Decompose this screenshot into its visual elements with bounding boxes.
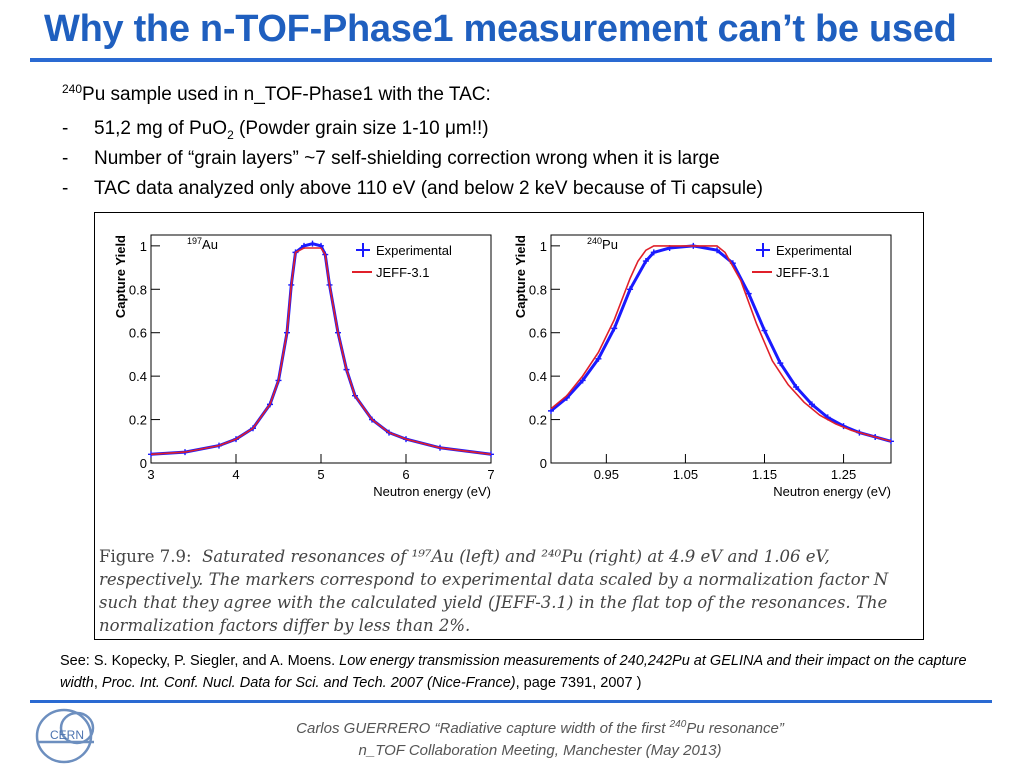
figure-frame: 0 0.2 0.4 0.6 0.8 1 3 4 5 6 7 Neutron energy (eV) Ca… — [94, 212, 924, 640]
y-tick-label: 0.4 — [129, 369, 147, 384]
x-tick-label: 7 — [487, 467, 494, 482]
intro-isotope-mass: 240 — [62, 82, 83, 96]
legend-label-jeff: JEFF-3.1 — [776, 265, 829, 280]
y-tick-label: 1 — [140, 239, 147, 254]
y-tick-label: 0.4 — [529, 369, 547, 384]
figure-caption: Figure 7.9: Saturated resonances of ¹⁹⁷A… — [99, 545, 899, 637]
x-tick-label: 6 — [402, 467, 409, 482]
footer-author-line: Carlos GUERRERO “Radiative capture width… — [230, 714, 850, 740]
isotope-symbol: Au — [202, 237, 218, 252]
isotope-mass: 240 — [587, 236, 602, 246]
bullet-item: - 51,2 mg of PuO2 (Powder grain size 1-10… — [62, 114, 763, 144]
reference-title: Low energy transmission measurements of … — [60, 653, 967, 691]
x-tick-label: 1.15 — [752, 467, 777, 482]
legend-label-jeff: JEFF-3.1 — [376, 265, 429, 280]
reference-separator: , — [93, 675, 102, 691]
bullet-list: - 51,2 mg of PuO2 (Powder grain size 1-10… — [62, 114, 763, 204]
y-tick-label: 0.8 — [129, 282, 147, 297]
footer-isotope-mass: 240 — [669, 719, 687, 730]
y-tick-label: 0.6 — [129, 326, 147, 341]
y-tick-label: 0.8 — [529, 282, 547, 297]
bullet-dash: - — [62, 178, 69, 199]
y-tick-label: 0 — [140, 456, 147, 471]
footer-rule — [30, 700, 992, 703]
bullet-text-post: (Powder grain size 1-10 μm!!) — [233, 118, 489, 139]
experimental-point — [761, 327, 768, 334]
experimental-point — [595, 355, 602, 362]
y-tick-label: 0.6 — [529, 326, 547, 341]
experimental-point — [611, 325, 618, 332]
experimental-point — [808, 401, 815, 408]
experimental-point — [650, 249, 657, 256]
intro-text: Pu sample used in n_TOF-Phase1 with the … — [82, 84, 491, 105]
au197-resonance-plot: 0 0.2 0.4 0.6 0.8 1 3 4 5 6 7 Neutron energy (eV) Ca… — [113, 234, 495, 499]
reference-note: See: S. Kopecky, P. Siegler, and A. Moen… — [60, 650, 1005, 694]
caption-line: respectively. The markers correspond to … — [99, 570, 889, 589]
experimental-point — [793, 384, 800, 390]
experimental-point — [579, 377, 586, 384]
legend-marker-experimental — [756, 243, 770, 257]
footer-meeting-line: n_TOF Collaboration Meeting, Manchester … — [358, 742, 722, 759]
x-tick-label: 0.95 — [594, 467, 619, 482]
title-underline — [30, 58, 992, 62]
legend-label-experimental: Experimental — [376, 243, 452, 258]
bullet-item: - TAC data analyzed only above 110 eV (an… — [62, 174, 763, 204]
x-tick-label: 1.25 — [831, 467, 856, 482]
isotope-label: 240Pu — [587, 236, 618, 252]
bullet-dash: - — [62, 118, 69, 139]
isotope-symbol: Pu — [602, 237, 618, 252]
y-tick-label: 0 — [540, 456, 547, 471]
isotope-mass: 197 — [187, 236, 202, 246]
bullet-dash: - — [62, 148, 69, 169]
bullet-text: TAC data analyzed only above 110 eV (and… — [94, 178, 763, 199]
x-tick-label: 3 — [147, 467, 154, 482]
intro-line: 240Pu sample used in n_TOF-Phase1 with t… — [62, 82, 491, 106]
y-tick-label: 0.2 — [129, 413, 147, 428]
experimental-point — [745, 290, 752, 297]
caption-line: normalization factors differ by less tha… — [99, 616, 471, 635]
caption-text: Saturated resonances of ¹⁹⁷Au (left) and… — [202, 547, 830, 566]
caption-line: such that they agree with the calculated… — [99, 593, 888, 612]
legend-marker-experimental — [356, 243, 370, 257]
y-axis-label: Capture Yield — [513, 235, 528, 318]
y-axis-label: Capture Yield — [113, 235, 128, 318]
x-tick-label: 5 — [317, 467, 324, 482]
legend-label-experimental: Experimental — [776, 243, 852, 258]
reference-prefix: See: S. Kopecky, P. Siegler, and A. Moen… — [60, 653, 340, 669]
cern-logo: CERN — [35, 708, 95, 764]
footer-title-end: Pu resonance” — [686, 720, 784, 737]
pu240-resonance-plot: 0 0.2 0.4 0.6 0.8 1 0.95 1.05 1.15 1.25 Neutron en… — [513, 234, 894, 499]
experimental-point — [548, 407, 554, 414]
experimental-point — [642, 258, 649, 265]
series-line-experimental — [550, 244, 892, 443]
bullet-subscript: 2 — [227, 127, 234, 142]
bullet-text: Number of “grain layers” ~7 self-shieldi… — [94, 148, 720, 169]
series-line-jeff — [550, 245, 892, 443]
reference-proceedings: Proc. Int. Conf. Nucl. Data for Sci. and… — [101, 675, 516, 691]
experimental-point — [777, 360, 784, 367]
experimental-point — [627, 286, 634, 293]
y-tick-label: 1 — [540, 239, 547, 254]
bullet-text-pre: 51,2 mg of PuO — [94, 118, 228, 139]
experimental-point — [309, 240, 316, 247]
plot-frame — [550, 234, 892, 464]
x-axis-label: Neutron energy (eV) — [373, 484, 491, 499]
series-line-jeff — [150, 247, 492, 456]
slide-title: Why the n-TOF-Phase1 measurement can’t b… — [44, 8, 957, 50]
caption-line: Figure 7.9: Saturated resonances of ¹⁹⁷A… — [99, 545, 899, 568]
footer-author-text: Carlos GUERRERO “Radiative capture width… — [296, 720, 670, 737]
bullet-item: - Number of “grain layers” ~7 self-shield… — [62, 144, 763, 174]
footer: Carlos GUERRERO “Radiative capture width… — [230, 714, 850, 762]
plot-frame — [150, 234, 492, 464]
isotope-label: 197Au — [187, 236, 218, 252]
experimental-point — [714, 247, 721, 254]
y-tick-label: 0.2 — [529, 413, 547, 428]
cern-logo-text: CERN — [50, 728, 84, 742]
x-tick-label: 4 — [232, 467, 239, 482]
reference-suffix: , page 7391, 2007 ) — [515, 675, 642, 691]
caption-label: Figure 7.9: — [99, 547, 192, 566]
x-axis-label: Neutron energy (eV) — [773, 484, 891, 499]
x-tick-label: 1.05 — [673, 467, 698, 482]
